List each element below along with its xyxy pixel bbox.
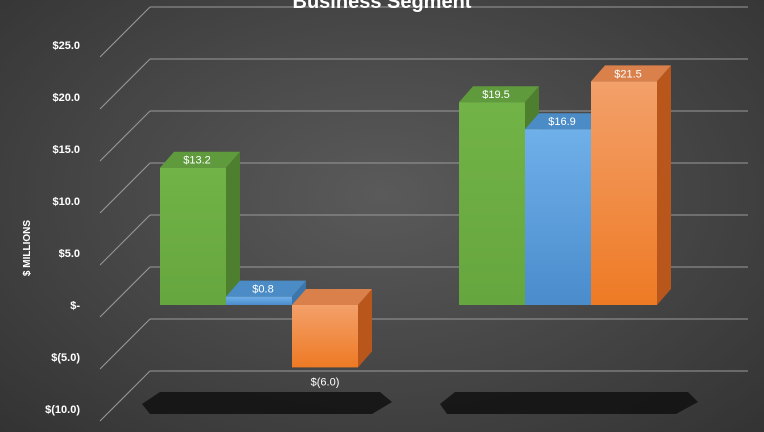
y-tick-label: $20.0 [52,92,80,104]
y-tick-label: $- [70,300,80,312]
data-label: $13.2 [183,155,211,167]
y-axis: $25.0 $20.0 $15.0 $10.0 $5.0 $- $(5.0) $(10.0) [45,40,80,416]
data-label: $16.9 [548,116,576,128]
bar-top [525,113,605,130]
bar-front [160,167,226,305]
gridline-diag [99,6,151,58]
y-tick-label: $25.0 [52,40,80,52]
y-axis-label: $ MILLIONS [22,220,33,276]
gridline-diag [99,110,151,162]
bar-front [226,296,292,305]
y-tick-label: $(5.0) [51,352,80,364]
bar-top [292,289,372,305]
chart-title: Business Segment [293,0,472,13]
shadow-left [142,392,392,414]
y-tick-label: $15.0 [52,144,80,156]
data-label: $0.8 [252,284,273,296]
bar-front [292,305,358,368]
data-label: $19.5 [482,89,510,101]
gridline-diag [99,318,151,370]
bar-front [525,129,591,305]
bar-top [160,151,240,168]
y-tick-label: $10.0 [52,196,80,208]
gridline-diag [99,162,151,214]
bar [160,151,240,305]
shadow-right [440,392,698,414]
gridline-diag [99,266,151,318]
bar-front [591,81,657,306]
bar [591,65,671,306]
floor-shadows [142,392,698,414]
bar-side [292,280,306,305]
data-label: $(6.0) [311,376,340,388]
bar-front [459,102,525,305]
gridline-diag [99,214,151,266]
bar-top [226,280,306,297]
gridline-diag [99,370,151,422]
y-tick-label: $(10.0) [45,404,80,416]
bar-top [591,65,671,82]
bar-side [358,289,372,368]
data-label: $21.5 [614,68,642,80]
bar [292,289,372,368]
bar [226,280,306,305]
data-labels: $13.2 $19.5 $0.8 $16.9 $(6.0) $21.5 [183,68,642,388]
y-tick-label: $5.0 [59,248,80,260]
bar-top [459,86,539,103]
gridline-diag [99,58,151,110]
bar-side [226,151,240,305]
bar-side [657,65,671,306]
bars [160,65,671,368]
